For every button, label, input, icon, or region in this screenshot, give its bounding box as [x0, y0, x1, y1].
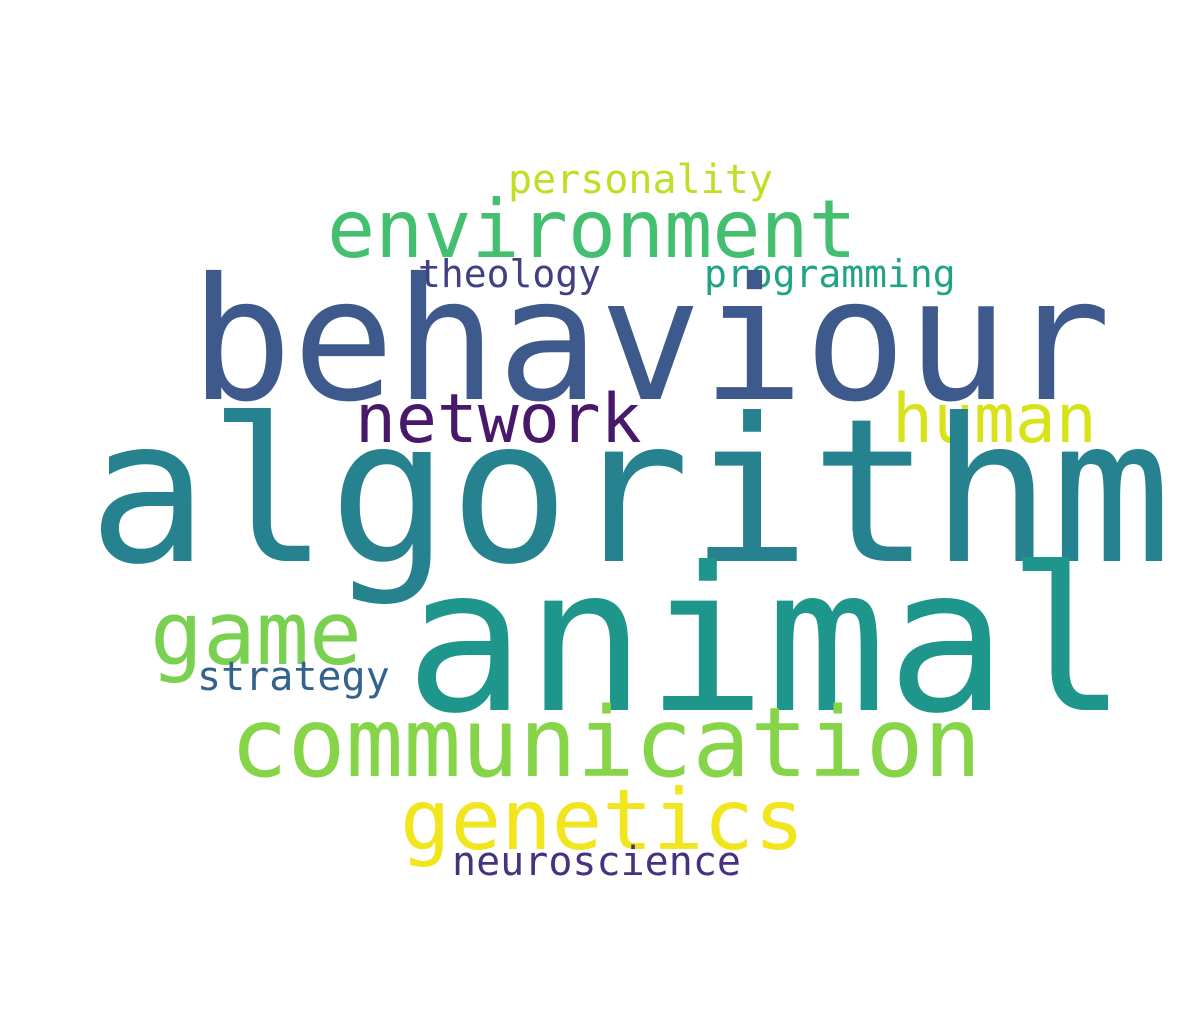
word-animal: animal	[405, 525, 1128, 758]
word-genetics: genetics	[400, 771, 805, 869]
word-programming: programming	[704, 252, 956, 296]
word-theology: theology	[418, 252, 602, 296]
word-neuroscience: neuroscience	[452, 839, 741, 885]
word-personality: personality	[508, 157, 773, 203]
word-strategy: strategy	[197, 654, 390, 700]
word-communication: communication	[230, 687, 982, 799]
word-network: network	[355, 380, 642, 459]
word-algorithms: algorithms	[88, 376, 1190, 609]
word-environment: environment	[327, 183, 857, 276]
word-behaviour: behaviour	[190, 242, 1112, 440]
word-human: human	[892, 380, 1097, 459]
word-game: game	[150, 582, 362, 685]
